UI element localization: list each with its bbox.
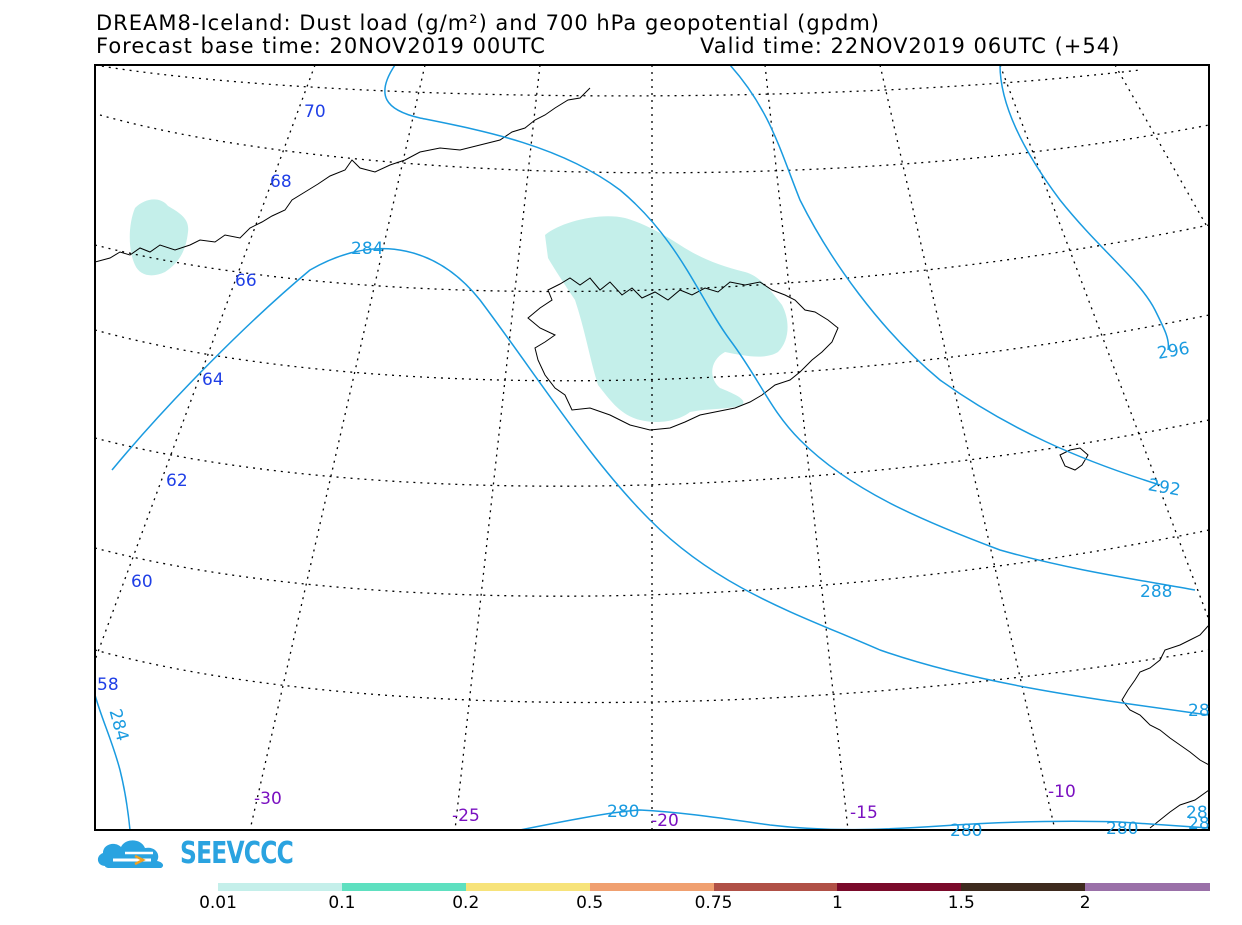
logo-text: SEEVCCC <box>180 836 294 871</box>
lon-label-20: -20 <box>651 811 679 831</box>
legend-swatch <box>961 883 1086 891</box>
graticule-parallels <box>95 65 1209 704</box>
contour-label-280-c: 280 <box>1106 819 1138 839</box>
contour-label-288: 288 <box>1140 582 1172 602</box>
legend-label: 0.75 <box>694 893 733 913</box>
contour-284-west <box>111 248 1209 716</box>
contour-label-284: 284 <box>351 239 383 259</box>
legend-label: 2 <box>1079 893 1091 913</box>
map-frame <box>94 64 1210 831</box>
coast-faroe <box>1059 447 1089 471</box>
legend-swatch <box>1085 883 1210 891</box>
lat-label-62: 62 <box>166 471 188 491</box>
legend-swatch <box>341 883 467 891</box>
graticule-meridians <box>95 65 1209 830</box>
lon-label-10: -10 <box>1048 782 1076 802</box>
legend-label: 1 <box>831 893 843 913</box>
lat-label-58: 58 <box>97 675 119 695</box>
coastlines <box>95 87 1209 829</box>
legend-swatch <box>713 883 838 891</box>
contour-292 <box>729 65 1161 486</box>
lat-label-70: 70 <box>304 102 326 122</box>
lat-label-64: 64 <box>202 370 224 390</box>
legend-label: 0.1 <box>328 893 356 913</box>
seevccc-logo <box>97 840 164 868</box>
legend-swatch <box>218 883 343 891</box>
legend-label: 1.5 <box>947 893 975 913</box>
contour-284-sw <box>95 694 131 830</box>
contour-label-280-b: 280 <box>950 821 982 841</box>
legend-swatch <box>837 883 962 891</box>
forecast-base-time: Forecast base time: 20NOV2019 00UTC <box>96 34 546 58</box>
contour-label-284-sw: 284 <box>105 707 133 744</box>
contour-label-296: 296 <box>1156 339 1191 364</box>
contour-label-292: 292 <box>1147 475 1182 500</box>
contour-label-28-a: 28 <box>1188 701 1210 721</box>
contour-north <box>384 65 1196 591</box>
dust-area-greenland <box>129 199 189 276</box>
lon-label-25: -25 <box>452 806 480 826</box>
contour-label-280: 280 <box>607 802 639 822</box>
legend-label: 0.2 <box>452 893 480 913</box>
lat-label-66: 66 <box>235 271 257 291</box>
legend-swatch <box>589 883 714 891</box>
contour-label-28-b: 28 <box>1186 803 1208 823</box>
lon-label-15: -15 <box>850 803 878 823</box>
legend-label: 0.01 <box>199 893 237 913</box>
coast-norway-south <box>1149 789 1209 829</box>
lat-label-60: 60 <box>131 572 153 592</box>
lat-label-68: 68 <box>270 172 292 192</box>
legend-label: 0.5 <box>576 893 604 913</box>
lon-label-30: -30 <box>254 789 282 809</box>
coast-greenland <box>95 87 591 263</box>
contour-296 <box>999 65 1170 351</box>
valid-time: Valid time: 22NOV2019 06UTC (+54) <box>700 34 1121 58</box>
contour-label-28-c: 28 <box>1188 814 1210 834</box>
coast-iceland <box>527 277 839 431</box>
legend-swatch <box>465 883 591 891</box>
coast-norway <box>1121 624 1209 766</box>
dust-area-iceland <box>545 216 788 423</box>
geopotential-contours <box>95 65 1209 830</box>
map-title: DREAM8-Iceland: Dust load (g/m²) and 700… <box>96 11 880 35</box>
